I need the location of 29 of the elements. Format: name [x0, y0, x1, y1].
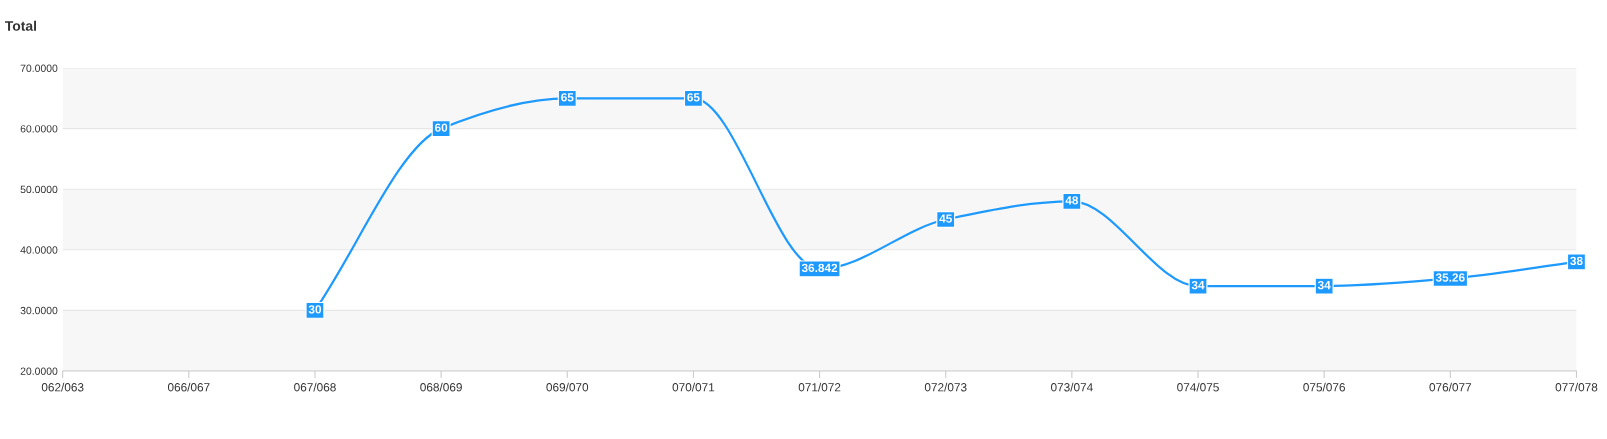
data-label: 34: [1317, 280, 1331, 290]
x-tick-label: 062/063: [41, 382, 84, 392]
data-label: 30: [308, 305, 322, 314]
x-tick-label: 073/074: [1051, 382, 1093, 392]
y-tick-label: 70.0000: [20, 64, 58, 72]
chart-title: Total: [4, 20, 36, 31]
y-tick-label: 60.0000: [20, 125, 58, 133]
x-tick-label: 072/073: [924, 382, 967, 392]
data-label: 60: [434, 123, 448, 132]
data-label: 45: [939, 214, 952, 223]
x-tick-label: 070/071: [672, 382, 715, 392]
x-tick-label: 075/076: [1303, 382, 1345, 392]
x-tick-label: 071/072: [798, 382, 841, 392]
y-tick-label: 20.0000: [20, 367, 58, 375]
x-tick-label: 074/075: [1177, 382, 1219, 392]
x-tick-label: 067/068: [294, 382, 336, 392]
x-tick-label: 077/078: [1555, 382, 1598, 392]
data-label: 48: [1065, 196, 1079, 205]
x-tick-label: 076/077: [1429, 382, 1472, 392]
data-label: 34: [1191, 280, 1205, 290]
data-label: 38: [1570, 256, 1583, 266]
y-tick-label: 40.0000: [20, 246, 58, 254]
x-tick-label: 066/067: [167, 382, 210, 392]
y-tick-label: 30.0000: [20, 306, 58, 315]
x-tick-label: 069/070: [546, 382, 589, 392]
data-label: 65: [687, 93, 700, 102]
y-tick-label: 50.0000: [20, 185, 58, 194]
data-label: 65: [561, 93, 574, 102]
x-tick-label: 068/069: [420, 382, 462, 392]
